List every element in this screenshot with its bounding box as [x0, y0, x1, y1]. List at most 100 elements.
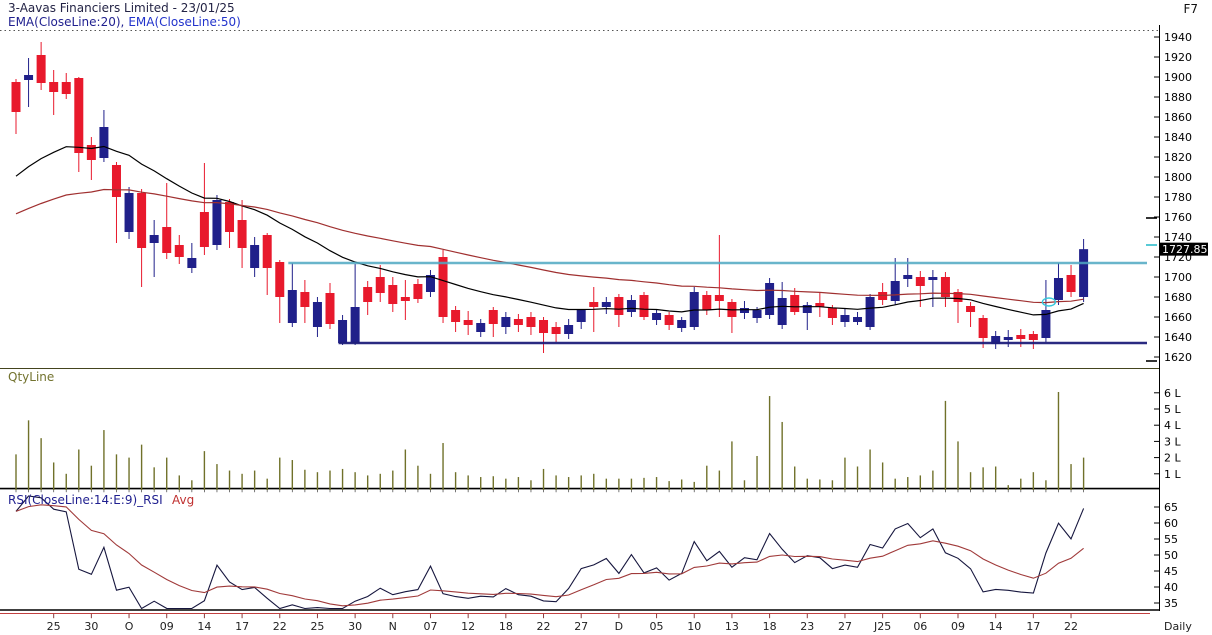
- date-axis-label: 09: [951, 620, 965, 633]
- price-axis-label: 1700: [1164, 271, 1192, 284]
- candle-body: [815, 303, 825, 307]
- volume-panel-label: QtyLine: [8, 370, 54, 384]
- ema20-line: [15, 145, 1084, 316]
- signal-ellipse-marker: [1041, 297, 1057, 307]
- candle-body: [174, 245, 184, 257]
- date-axis-label: 30: [84, 620, 98, 633]
- candle-body: [790, 295, 800, 312]
- candle-body: [739, 308, 749, 313]
- candle-body: [827, 308, 837, 318]
- candle-body: [413, 284, 423, 299]
- candle-body: [501, 317, 511, 327]
- volume-axis-label: 6 L: [1164, 387, 1181, 400]
- price-axis-label: 1640: [1164, 331, 1192, 344]
- date-axis-label: 05: [650, 620, 664, 633]
- candle-body: [350, 307, 360, 343]
- candle-body: [890, 281, 900, 301]
- date-axis-label: 22: [273, 620, 287, 633]
- date-axis-label: 13: [725, 620, 739, 633]
- price-axis[interactable]: 1940 1920 1900 1880 1860 1840 1820 1800 1780 1760…: [1154, 31, 1192, 364]
- candle-body: [865, 297, 875, 327]
- candle-body: [601, 302, 611, 307]
- candle-body: [488, 310, 498, 324]
- candle-body: [928, 277, 938, 280]
- candle-body: [275, 262, 285, 297]
- date-axis-label: 22: [537, 620, 551, 633]
- volume-axis[interactable]: 1 L 2 L 3 L 4 L 5 L 6 L: [1154, 387, 1181, 481]
- date-axis-label: 06: [913, 620, 927, 633]
- candle-body: [526, 317, 536, 327]
- candle-body: [853, 317, 863, 322]
- candle-body: [664, 315, 674, 325]
- candle-body: [425, 275, 435, 292]
- candle-body: [86, 145, 96, 160]
- candle-body: [840, 315, 850, 322]
- rsi-axis-label: 45: [1164, 565, 1178, 578]
- candle-body: [614, 297, 624, 315]
- candle-body: [212, 200, 222, 245]
- candle-body: [225, 202, 235, 232]
- candle-body: [539, 320, 549, 333]
- date-axis-label: 12: [461, 620, 475, 633]
- candle-body: [702, 295, 712, 310]
- candle-body: [325, 293, 335, 324]
- candle-body: [99, 127, 109, 158]
- date-axis-label: N: [389, 620, 397, 633]
- ema50-line: [15, 188, 1084, 304]
- rsi-panel-label: RSI(CloseLine:14:E:9)_RSI: [8, 493, 163, 507]
- candle-body: [564, 325, 574, 334]
- rsi-avg-line: [15, 504, 1084, 607]
- candle-body: [765, 283, 775, 315]
- candle-body: [74, 78, 84, 153]
- candle-body: [677, 320, 687, 328]
- price-axis-label: 1920: [1164, 51, 1192, 64]
- candle-body: [1079, 249, 1089, 297]
- rsi-axis-label: 40: [1164, 581, 1178, 594]
- rsi-avg-label: Avg: [172, 493, 194, 507]
- price-axis-label: 1800: [1164, 171, 1192, 184]
- date-axis-label: 25: [47, 620, 61, 633]
- price-axis-label: 1740: [1164, 231, 1192, 244]
- candle-body: [237, 220, 247, 248]
- candle-body: [388, 285, 398, 304]
- candle-series[interactable]: [11, 42, 1089, 353]
- candle-body: [287, 290, 297, 323]
- date-axis-label: 18: [763, 620, 777, 633]
- date-axis-label: 14: [197, 620, 211, 633]
- candle-body: [124, 193, 134, 232]
- candle-body: [915, 277, 925, 286]
- timeframe-label: Daily: [1164, 620, 1192, 633]
- date-axis-label: 18: [499, 620, 513, 633]
- rsi-axis[interactable]: 65 60 55 50 45 40 35: [1154, 501, 1178, 610]
- candle-body: [1066, 275, 1076, 292]
- candle-body: [187, 258, 197, 268]
- candle-body: [24, 75, 34, 80]
- rsi-line: [15, 495, 1085, 610]
- volume-series[interactable]: [15, 391, 1085, 490]
- rsi-axis-label: 60: [1164, 517, 1178, 530]
- date-axis[interactable]: 25 30 O 09 14 17 22 25 30 N 07 12 18 22 27 D 05 10 13 18 23 2…: [47, 613, 1078, 633]
- last-price-tag-bg: [1160, 242, 1208, 256]
- date-axis-label: 10: [687, 620, 701, 633]
- candle-body: [940, 277, 950, 297]
- candle-body: [49, 82, 59, 92]
- candle-body: [626, 300, 636, 312]
- date-axis-label: 22: [1064, 620, 1078, 633]
- date-axis-label: 23: [800, 620, 814, 633]
- function-key-label: F7: [1183, 2, 1198, 16]
- candle-body: [1041, 310, 1051, 338]
- candle-body: [375, 277, 385, 293]
- candle-body: [111, 165, 121, 197]
- candle-body: [451, 310, 461, 322]
- price-axis-label: 1880: [1164, 91, 1192, 104]
- ema20-label[interactable]: EMA(CloseLine:20),: [8, 15, 125, 29]
- price-axis-label: 1660: [1164, 311, 1192, 324]
- ema50-label[interactable]: EMA(CloseLine:50): [128, 15, 241, 29]
- price-axis-label: 1780: [1164, 191, 1192, 204]
- price-axis-label: 1820: [1164, 151, 1192, 164]
- date-axis-label: 09: [160, 620, 174, 633]
- volume-axis-label: 5 L: [1164, 403, 1181, 416]
- price-axis-label: 1760: [1164, 211, 1192, 224]
- candle-body: [551, 327, 561, 334]
